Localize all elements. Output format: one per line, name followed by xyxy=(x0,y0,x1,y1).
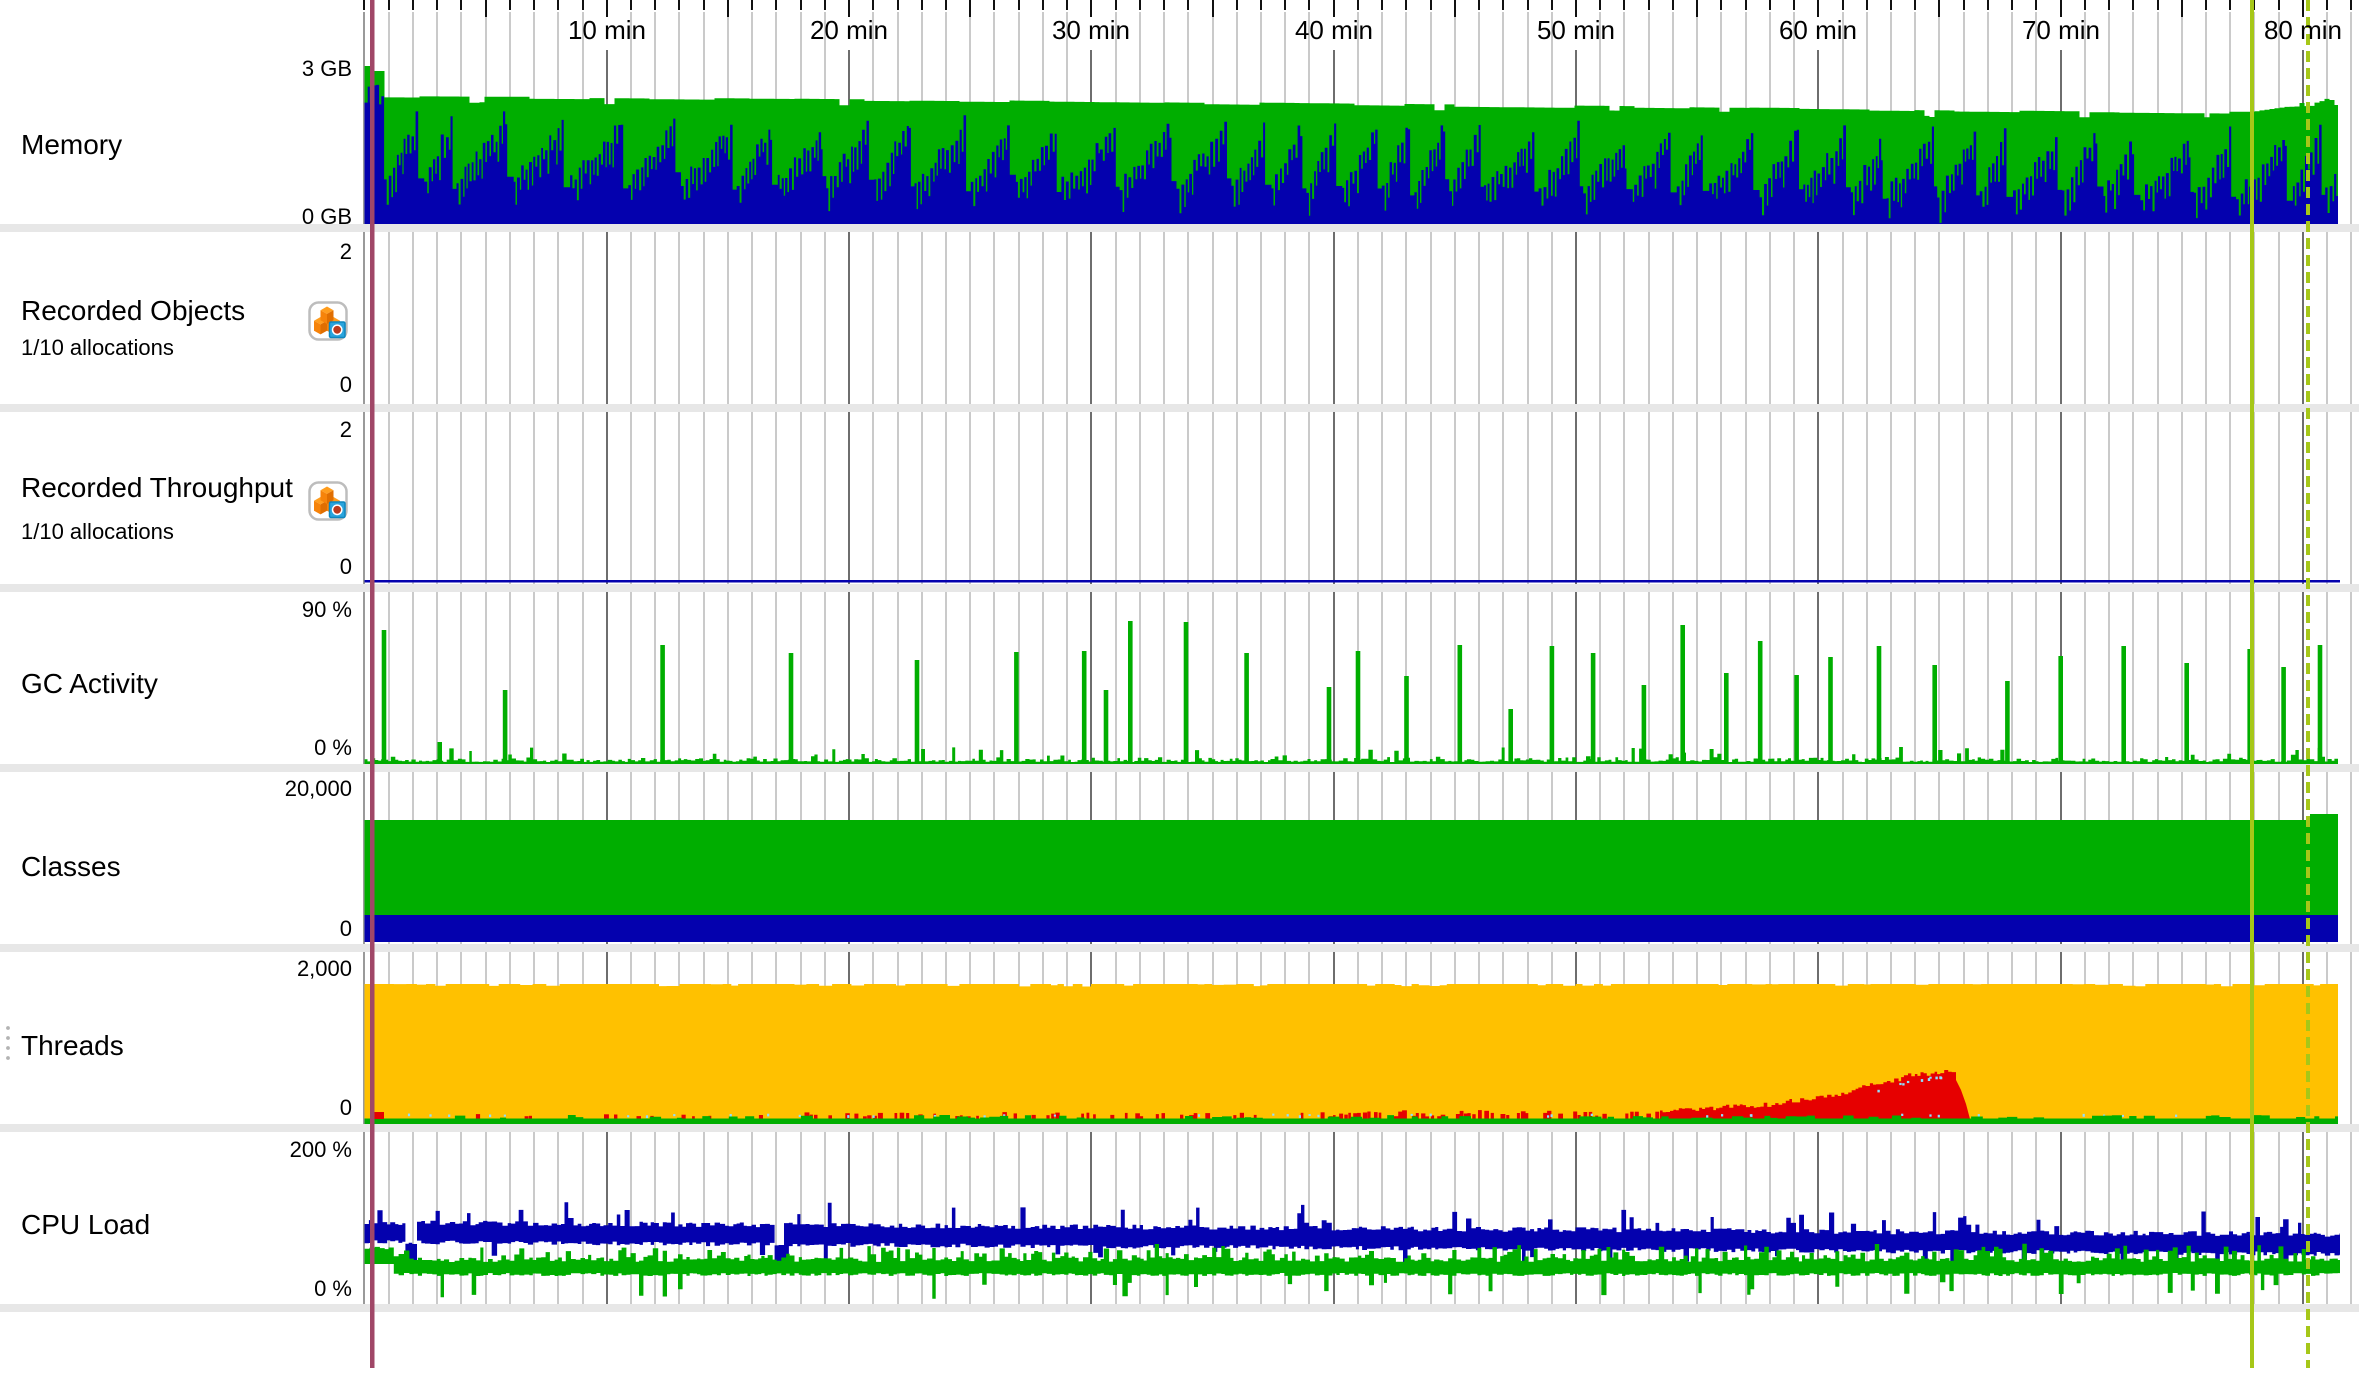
svg-text:30 min: 30 min xyxy=(1052,15,1130,45)
svg-text:90 %: 90 % xyxy=(302,597,352,622)
svg-text:Recorded Throughput: Recorded Throughput xyxy=(21,472,293,503)
svg-text:50 min: 50 min xyxy=(1537,15,1615,45)
svg-text:2,000: 2,000 xyxy=(297,956,352,981)
svg-text:0: 0 xyxy=(340,554,352,579)
svg-text:Recorded Objects: Recorded Objects xyxy=(21,295,245,326)
svg-text:0 %: 0 % xyxy=(314,735,352,760)
svg-text:20,000: 20,000 xyxy=(285,776,352,801)
svg-text:0: 0 xyxy=(340,916,352,941)
svg-text:20 min: 20 min xyxy=(810,15,888,45)
svg-text:2: 2 xyxy=(340,417,352,442)
svg-text:70 min: 70 min xyxy=(2022,15,2100,45)
svg-text:10 min: 10 min xyxy=(568,15,646,45)
svg-text:Classes: Classes xyxy=(21,851,121,882)
svg-text:0: 0 xyxy=(340,1095,352,1120)
svg-text:200 %: 200 % xyxy=(290,1137,352,1162)
svg-text:60 min: 60 min xyxy=(1779,15,1857,45)
svg-text:GC Activity: GC Activity xyxy=(21,668,158,699)
svg-text:CPU Load: CPU Load xyxy=(21,1209,150,1240)
svg-text:3 GB: 3 GB xyxy=(302,56,352,81)
svg-text:1/10 allocations: 1/10 allocations xyxy=(21,519,174,544)
svg-text:Threads: Threads xyxy=(21,1030,124,1061)
svg-text:0: 0 xyxy=(340,372,352,397)
svg-text:Memory: Memory xyxy=(21,129,122,160)
svg-text:1/10 allocations: 1/10 allocations xyxy=(21,335,174,360)
svg-text:0 GB: 0 GB xyxy=(302,204,352,229)
svg-text:80 min: 80 min xyxy=(2264,15,2342,45)
svg-text:2: 2 xyxy=(340,239,352,264)
svg-text:40 min: 40 min xyxy=(1295,15,1373,45)
svg-text:0 %: 0 % xyxy=(314,1276,352,1301)
